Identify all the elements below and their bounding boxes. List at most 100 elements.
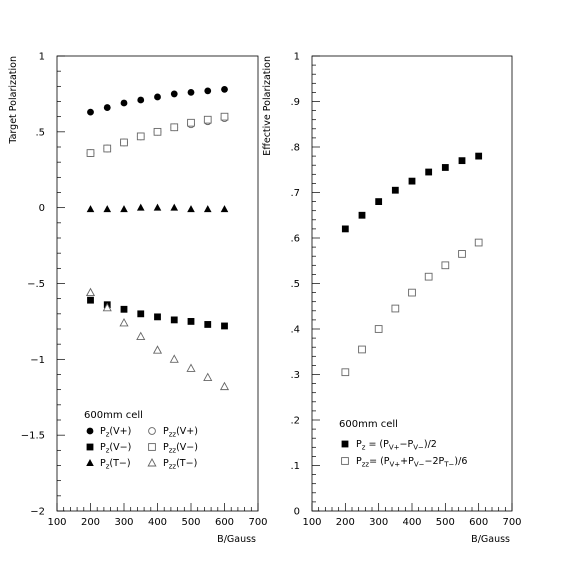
data-point [137,96,145,104]
data-point [408,288,416,297]
data-point [458,157,466,165]
plot-frame [56,55,259,512]
data-point [341,368,350,377]
series-0 [341,152,483,233]
data-point [170,316,178,324]
series-2 [87,296,228,330]
x-tick-label: 600 [469,517,488,528]
legend-entry-label: Pzz= (PV++PV−−2PT−)/6 [356,456,467,469]
data-point [358,345,366,354]
data-point [103,104,111,111]
data-point [474,238,483,247]
data-point [85,287,96,297]
data-point [136,331,146,341]
data-point [154,313,161,321]
y-tick-label: .9 [290,97,300,108]
data-point [119,317,129,327]
data-point [136,203,145,211]
data-point [136,132,145,141]
legend-title: 600mm cell [84,410,143,421]
y-tick-label: .5 [290,279,300,290]
data-point [408,177,416,185]
data-point [458,250,466,258]
data-point [375,198,383,205]
x-tick-label: 300 [369,517,388,528]
y-tick-label: .4 [290,325,300,336]
data-point [154,93,161,101]
y-tick-label: .7 [290,188,300,199]
data-point [103,205,112,213]
legend-marker [148,443,156,451]
y-tick-label: .2 [290,416,300,427]
data-point [102,302,112,312]
legend-entry-label: Pzz(V−) [163,442,198,455]
legend-entry-label: Pzz(V+) [163,426,198,439]
data-point [86,205,95,213]
y-axis-title: Target Polarization [8,56,19,145]
data-point [374,325,383,333]
x-tick-label: 700 [248,517,267,528]
x-tick-label: 400 [402,517,421,528]
data-point [169,354,179,363]
legend-marker [86,459,94,466]
data-point [170,123,179,132]
series-0 [87,85,228,116]
legend-entry-label: Pz = (PV+−PV−)/2 [356,439,437,452]
legend-entry-label: Pz(V+) [100,426,131,439]
y-tick-label: .5 [35,127,45,138]
data-point [137,310,145,318]
y-tick-label: −1.5 [21,431,45,442]
data-point [186,363,196,372]
data-point [220,205,229,213]
data-point [170,203,179,211]
data-point [358,211,366,219]
data-point [204,87,212,95]
data-point [221,322,228,330]
data-point [170,90,178,98]
y-tick-label: .6 [290,234,300,245]
data-point [152,345,163,354]
data-point [441,261,450,270]
data-point [475,152,483,160]
data-point [203,205,212,213]
y-tick-label: .3 [290,370,300,381]
data-point [153,127,162,136]
data-point [203,372,213,381]
data-point [187,318,195,325]
x-tick-label: 200 [336,517,355,528]
data-point [203,115,212,124]
y-tick-label: −.5 [27,279,45,290]
data-point [120,305,128,313]
y-tick-label: 0 [39,203,45,214]
y-tick-label: .8 [290,143,300,154]
x-tick-label: 600 [215,517,234,528]
series-3 [86,112,229,157]
data-point [187,205,195,213]
y-tick-label: 0 [294,507,300,518]
data-point [120,205,128,213]
legend-marker [86,427,94,435]
x-tick-label: 300 [114,517,133,528]
y-tick-label: .1 [290,461,300,472]
legend-marker [341,440,349,448]
legend-marker [341,457,349,465]
x-tick-label: 100 [302,517,321,528]
data-point [441,164,449,171]
y-tick-label: −1 [30,355,45,366]
series-5 [85,287,230,391]
x-axis-title: B/Gauss [471,534,510,545]
x-tick-label: 100 [47,517,66,528]
right-panel-effective-polarization: 100 200 300 400 500 600 700 0 .1 .2 .3 .4 .5 .6 .7 .8 .9… [262,52,522,546]
data-point [86,149,95,157]
data-point [204,321,212,328]
data-point [391,304,400,313]
data-point [187,89,195,96]
data-point [87,108,94,116]
legend-entry-label: Pz(T−) [100,458,131,471]
data-point [341,225,349,233]
legend-marker [86,443,94,451]
x-tick-label: 700 [502,517,521,528]
data-point [103,144,112,153]
data-point [221,85,228,93]
